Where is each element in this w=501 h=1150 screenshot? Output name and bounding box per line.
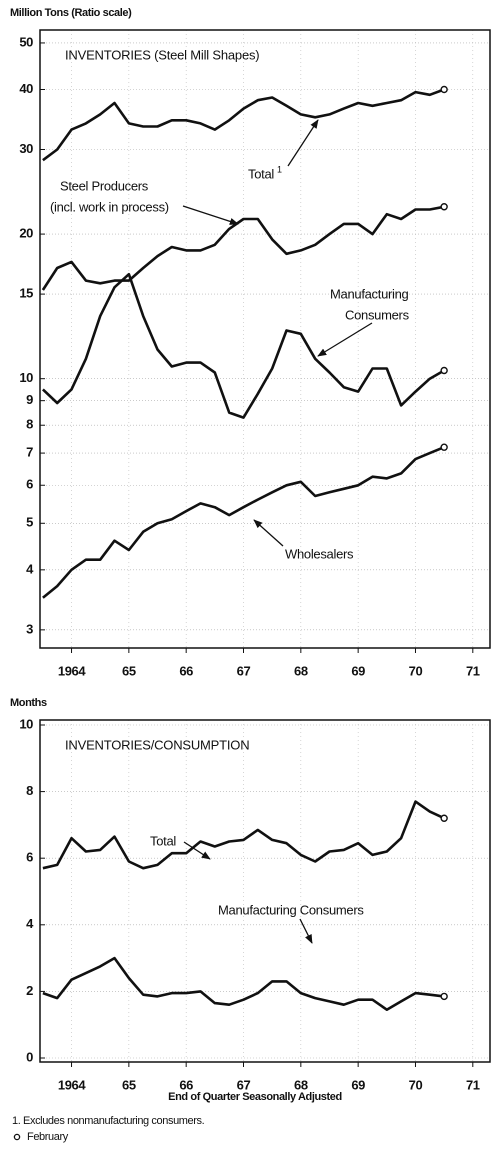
y-tick-label: 2 — [26, 983, 33, 998]
y-tick-label: 3 — [26, 621, 33, 636]
x-tick-label: 71 — [466, 1077, 480, 1092]
data-line — [42, 272, 445, 419]
y-tick-label: 5 — [26, 515, 33, 530]
x-tick-label: 1964 — [58, 1077, 86, 1092]
annotation: Steel Producers — [60, 178, 149, 193]
annotation-arrow — [317, 322, 373, 357]
x-tick-label: 67 — [237, 663, 251, 678]
x-tick-label: 65 — [122, 663, 136, 678]
data-line — [42, 88, 445, 162]
annotation: Total — [150, 833, 176, 848]
legend-symbol — [13, 1133, 21, 1141]
y-tick-label: 10 — [19, 370, 33, 385]
y-axis-label: Million Tons (Ratio scale) — [10, 7, 132, 19]
y-tick-label: 8 — [26, 417, 33, 432]
annotation-arrow — [182, 205, 239, 225]
x-tick-label: 71 — [466, 663, 480, 678]
footnote: 1. Excludes nonmanufacturing consumers. — [12, 1115, 205, 1127]
latest-point — [440, 814, 448, 822]
y-tick-label: 30 — [19, 141, 33, 156]
x-tick-label: 70 — [409, 1077, 423, 1092]
y-tick-label: 8 — [26, 783, 33, 798]
latest-point — [440, 992, 448, 1001]
annotation: Total — [248, 166, 274, 181]
latest-point — [440, 85, 448, 94]
annotation: Manufacturing — [330, 286, 409, 301]
annotation: Consumers — [345, 307, 410, 322]
y-tick-label: 4 — [26, 561, 34, 576]
x-axis-label: End of Quarter Seasonally Adjusted — [168, 1091, 342, 1103]
annotation-arrow — [183, 841, 211, 860]
latest-point — [440, 203, 448, 211]
y-tick-label: 7 — [26, 445, 33, 460]
latest-point — [440, 443, 448, 451]
x-tick-label: 67 — [237, 1077, 251, 1092]
x-tick-label: 1964 — [58, 663, 86, 678]
data-line — [42, 956, 445, 1011]
annotation: (incl. work in process) — [50, 199, 169, 214]
x-tick-label: 69 — [351, 1077, 365, 1092]
y-tick-label: 9 — [26, 392, 33, 407]
data-line — [42, 800, 445, 870]
x-tick-label: 68 — [294, 663, 308, 678]
y-tick-label: 6 — [26, 477, 33, 492]
data-line — [41, 205, 445, 291]
latest-point — [440, 366, 448, 375]
x-tick-label: 68 — [294, 1077, 308, 1092]
chart-title: INVENTORIES (Steel Mill Shapes) — [65, 47, 259, 62]
annotation: Wholesalers — [285, 546, 354, 561]
y-axis-label: Months — [10, 697, 47, 709]
y-tick-label: 20 — [19, 226, 33, 241]
y-tick-label: 4 — [26, 916, 34, 931]
y-tick-label: 6 — [26, 850, 33, 865]
footnote: February — [27, 1131, 69, 1143]
y-tick-label: 40 — [19, 81, 33, 96]
plot-frame — [39, 29, 491, 649]
annotation-arrow — [253, 519, 284, 547]
y-tick-label: 15 — [19, 286, 33, 301]
x-tick-label: 70 — [409, 663, 423, 678]
x-tick-label: 69 — [351, 663, 365, 678]
x-tick-label: 65 — [122, 1077, 136, 1092]
data-line — [42, 445, 445, 599]
y-tick-label: 0 — [26, 1049, 33, 1064]
x-tick-label: 66 — [179, 1077, 193, 1092]
plot-frame — [39, 719, 491, 1063]
chart-title: INVENTORIES/CONSUMPTION — [65, 737, 249, 752]
footnote-mark: 1 — [277, 164, 282, 174]
x-tick-label: 66 — [179, 663, 193, 678]
annotation-arrow — [287, 119, 319, 167]
annotation-arrow — [299, 918, 313, 944]
y-tick-label: 10 — [19, 716, 33, 731]
y-tick-label: 50 — [19, 34, 33, 49]
annotation: Manufacturing Consumers — [218, 902, 364, 917]
